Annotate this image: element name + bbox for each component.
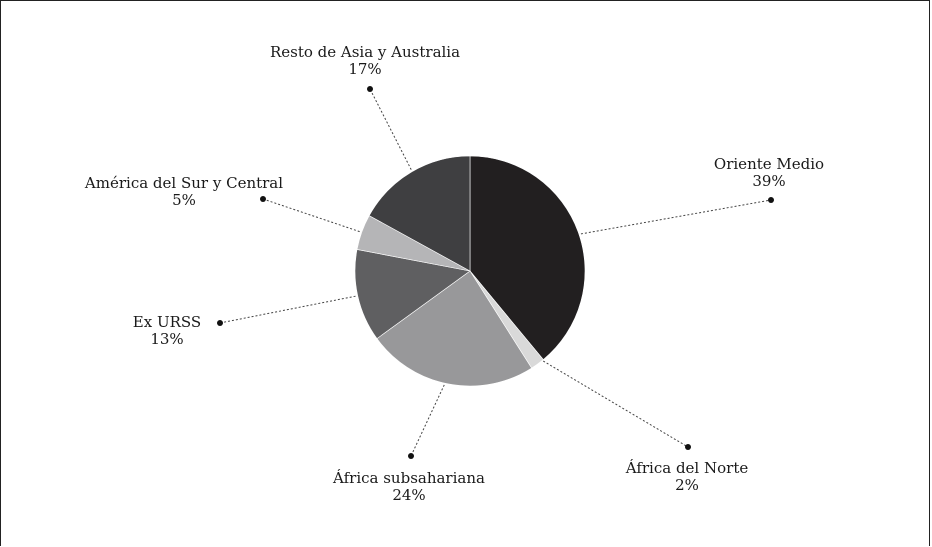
slice-value-resto-de-asia-y-australia: 17% [348, 60, 381, 78]
callout-dot-africa-subsahariana [408, 453, 414, 459]
leader-line-america-del-sur-y-central [262, 198, 375, 238]
slice-label-africa-del-norte: África del Norte [625, 459, 749, 477]
pie-slice-ex-urss [354, 249, 471, 340]
leader-line-oriente-medio [565, 199, 772, 238]
callout-dot-america-del-sur-y-central [260, 196, 266, 202]
leader-line-resto-de-asia-y-australia [369, 88, 419, 185]
slice-value-africa-subsahariana: 24% [392, 486, 425, 504]
pie-slice-resto-de-asia-y-australia [368, 155, 471, 272]
slice-value-america-del-sur-y-central: 5% [172, 191, 196, 209]
leader-line-ex-urss [219, 292, 372, 324]
callout-dot-africa-del-norte [685, 444, 691, 450]
slice-label-oriente-medio: Oriente Medio [714, 155, 824, 173]
slice-value-ex-urss: 13% [150, 330, 183, 348]
callout-dot-ex-urss [217, 320, 223, 326]
leader-lines [217, 86, 774, 459]
slice-label-ex-urss: Ex URSS [133, 313, 201, 331]
pie-slice-oriente-medio [469, 155, 586, 361]
slice-value-africa-del-norte: 2% [675, 476, 699, 494]
pie-slices [354, 155, 586, 387]
slice-value-oriente-medio: 39% [752, 172, 785, 190]
pie-slice-africa-subsahariana [376, 270, 533, 387]
leader-line-africa-del-norte [529, 352, 689, 448]
slice-label-america-del-sur-y-central: América del Sur y Central [84, 174, 283, 192]
callout-dot-resto-de-asia-y-australia [367, 86, 373, 92]
slice-label-resto-de-asia-y-australia: Resto de Asia y Australia [270, 43, 460, 61]
callout-dot-oriente-medio [768, 197, 774, 203]
slice-label-africa-subsahariana: África subsahariana [332, 469, 485, 487]
